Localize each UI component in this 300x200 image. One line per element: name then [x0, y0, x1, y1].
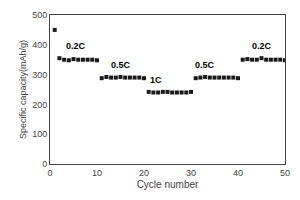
svg-text:30: 30: [186, 168, 196, 178]
svg-text:500: 500: [32, 10, 47, 20]
svg-text:300: 300: [32, 70, 47, 80]
svg-text:10: 10: [92, 168, 102, 178]
svg-text:0.2C: 0.2C: [252, 41, 272, 51]
svg-text:400: 400: [32, 40, 47, 50]
svg-text:Specific capacity(mAh/g): Specific capacity(mAh/g): [18, 40, 28, 139]
svg-text:0: 0: [47, 168, 52, 178]
svg-text:0.2C: 0.2C: [66, 41, 86, 51]
svg-text:0.5C: 0.5C: [195, 60, 215, 70]
svg-text:50: 50: [280, 168, 290, 178]
svg-text:100: 100: [32, 129, 47, 139]
svg-text:200: 200: [32, 100, 47, 110]
svg-text:0: 0: [42, 159, 47, 169]
svg-text:Cycle number: Cycle number: [137, 179, 199, 190]
svg-text:0.5C: 0.5C: [111, 60, 131, 70]
svg-text:1C: 1C: [150, 75, 162, 85]
svg-text:20: 20: [139, 168, 149, 178]
svg-text:40: 40: [233, 168, 243, 178]
